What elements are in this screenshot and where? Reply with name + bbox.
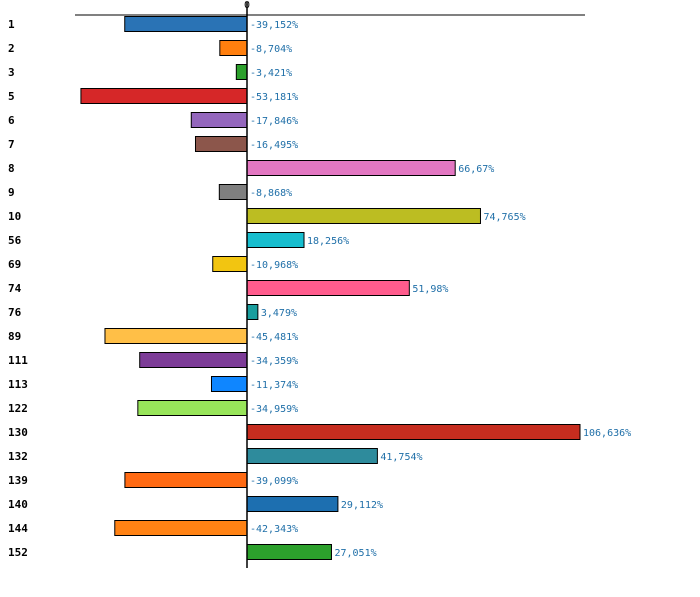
value-label: -10,968% bbox=[250, 260, 298, 271]
value-label: -39,152% bbox=[250, 20, 298, 31]
value-label: 74,765% bbox=[483, 212, 525, 223]
value-label: -16,495% bbox=[250, 140, 298, 151]
category-label: 10 bbox=[8, 210, 21, 223]
bar bbox=[235, 64, 248, 80]
category-label: 6 bbox=[8, 114, 15, 127]
value-label: -45,481% bbox=[250, 332, 298, 343]
bar bbox=[114, 520, 248, 536]
category-label: 122 bbox=[8, 402, 28, 415]
bar bbox=[246, 280, 410, 296]
category-label: 7 bbox=[8, 138, 15, 151]
category-label: 76 bbox=[8, 306, 22, 319]
value-label: -53,181% bbox=[250, 92, 298, 103]
bar bbox=[124, 472, 248, 488]
bar bbox=[246, 424, 581, 440]
bar bbox=[104, 328, 248, 344]
category-label: 9 bbox=[8, 186, 15, 199]
bar bbox=[124, 16, 248, 32]
bar bbox=[218, 184, 248, 200]
category-label: 1 bbox=[8, 18, 15, 31]
category-label: 2 bbox=[8, 42, 15, 55]
category-label: 74 bbox=[8, 282, 22, 295]
bars-group: 1 -39,152% 2 -8,704% 3 -3,421% 5 -53,181% 6 -17,8… bbox=[8, 16, 631, 560]
value-label: 66,67% bbox=[458, 164, 494, 175]
bar bbox=[246, 304, 259, 320]
category-label: 69 bbox=[8, 258, 21, 271]
category-label: 56 bbox=[8, 234, 22, 247]
bar bbox=[246, 496, 339, 512]
value-label: 106,636% bbox=[583, 428, 631, 439]
category-label: 8 bbox=[8, 162, 15, 175]
value-label: -8,704% bbox=[250, 44, 292, 55]
bar bbox=[194, 136, 248, 152]
value-label: -42,343% bbox=[250, 524, 298, 535]
value-label: 41,754% bbox=[380, 452, 422, 463]
category-label: 152 bbox=[8, 546, 28, 559]
bar bbox=[212, 256, 248, 272]
bar bbox=[219, 40, 248, 56]
category-label: 113 bbox=[8, 378, 28, 391]
category-label: 111 bbox=[8, 354, 28, 367]
value-label: 29,112% bbox=[341, 500, 383, 511]
value-label: 3,479% bbox=[261, 308, 297, 319]
bar bbox=[80, 88, 248, 104]
value-label: -34,959% bbox=[250, 404, 298, 415]
category-label: 132 bbox=[8, 450, 28, 463]
value-label: -3,421% bbox=[250, 68, 292, 79]
value-label: -39,099% bbox=[250, 476, 298, 487]
bar bbox=[210, 376, 248, 392]
category-label: 5 bbox=[8, 90, 15, 103]
category-label: 89 bbox=[8, 330, 21, 343]
category-label: 139 bbox=[8, 474, 28, 487]
value-label: -11,374% bbox=[250, 380, 298, 391]
category-label: 3 bbox=[8, 66, 15, 79]
bar bbox=[190, 112, 248, 128]
value-label: -17,846% bbox=[250, 116, 298, 127]
value-label: 51,98% bbox=[412, 284, 448, 295]
value-label: 27,051% bbox=[334, 548, 376, 559]
value-label: -34,359% bbox=[250, 356, 298, 367]
category-label: 130 bbox=[8, 426, 28, 439]
bar bbox=[246, 232, 305, 248]
bar bbox=[139, 352, 248, 368]
bar bbox=[246, 448, 378, 464]
value-label: 18,256% bbox=[307, 236, 349, 247]
bar bbox=[246, 544, 332, 560]
bar bbox=[246, 160, 456, 176]
category-label: 144 bbox=[8, 522, 28, 535]
category-label: 140 bbox=[8, 498, 28, 511]
bar bbox=[246, 208, 481, 224]
bar bbox=[137, 400, 248, 416]
value-label: -8,868% bbox=[250, 188, 292, 199]
